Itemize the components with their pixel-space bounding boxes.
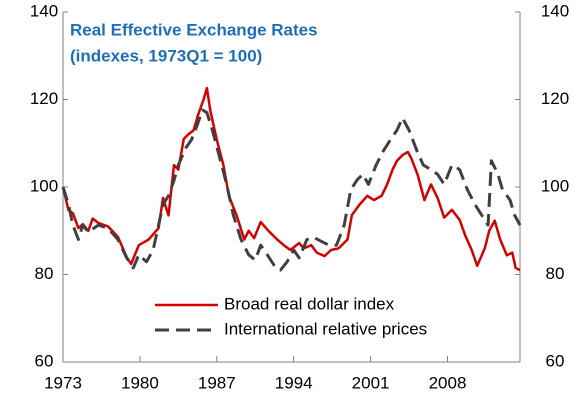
x-tick-label: 1994: [275, 373, 313, 392]
y2-tick-label: 100: [541, 176, 569, 195]
x-tick-label: 1987: [198, 373, 236, 392]
x-tick-label: 1980: [121, 373, 159, 392]
data-line: [61, 108, 522, 272]
legend-label: Broad real dollar index: [224, 294, 395, 313]
legend-label: International relative prices: [224, 319, 427, 338]
chart-title: Real Effective Exchange Rates: [70, 20, 318, 39]
y2-tick-label: 120: [541, 89, 569, 108]
y-tick-label: 60: [35, 351, 54, 370]
x-tick-label: 2008: [429, 373, 467, 392]
x-tick-label: 1973: [44, 373, 82, 392]
y-tick-label: 80: [35, 264, 54, 283]
y2-tick-label: 80: [546, 264, 565, 283]
chart-subtitle: (indexes, 1973Q1 = 100): [70, 46, 262, 65]
y-tick-label: 140: [30, 1, 58, 20]
data-line: [61, 86, 521, 272]
x-tick-label: 2001: [352, 373, 390, 392]
y-tick-label: 120: [30, 89, 58, 108]
y-tick-label: 100: [30, 176, 58, 195]
y2-tick-label: 140: [541, 1, 569, 20]
y2-tick-label: 60: [546, 351, 565, 370]
